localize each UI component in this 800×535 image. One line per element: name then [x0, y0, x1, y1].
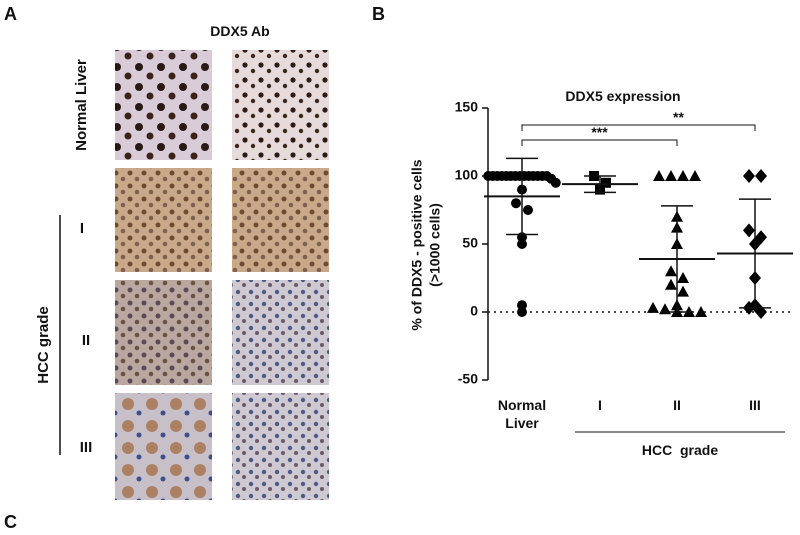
x-tick-label: III — [749, 397, 761, 413]
data-point — [689, 170, 701, 181]
panel-label: C — [4, 512, 17, 530]
y-tick-label: -50 — [458, 371, 478, 387]
significance-label: *** — [591, 124, 608, 140]
data-point — [677, 170, 689, 181]
y-tick-label: 100 — [455, 167, 479, 183]
series — [562, 171, 638, 195]
significance-bracket — [521, 139, 678, 146]
data-point — [517, 300, 527, 311]
data-point — [695, 306, 707, 317]
y-tick-label: 50 — [462, 235, 478, 251]
data-point — [743, 169, 755, 183]
y-tick-label: 0 — [470, 303, 478, 319]
y-tick-label: 150 — [455, 99, 479, 115]
group-label: HCC grade — [35, 306, 52, 384]
data-point — [653, 170, 665, 181]
panel-label: B — [372, 4, 385, 24]
panel-label: A — [4, 4, 17, 24]
row-label: III — [80, 439, 93, 456]
data-point — [665, 278, 677, 290]
data-point — [511, 198, 521, 209]
series — [717, 169, 793, 319]
x-tick-label: II — [673, 397, 681, 413]
series — [639, 170, 715, 317]
y-axis-label: (>1000 cells) — [427, 203, 443, 287]
data-point — [677, 285, 689, 297]
data-point — [755, 169, 767, 183]
data-point — [755, 230, 767, 245]
group-label: HCC grade — [642, 442, 718, 458]
data-point — [665, 265, 677, 277]
histology-images — [115, 50, 329, 500]
data-point — [743, 223, 755, 238]
chart-title: DDX5 expression — [565, 88, 680, 104]
panel-title: DDX5 Ab — [210, 23, 269, 39]
x-tick-label-line: Liver — [505, 415, 539, 431]
data-point — [550, 177, 561, 188]
data-point — [665, 170, 677, 181]
data-point — [523, 205, 533, 215]
significance-label: ** — [673, 109, 684, 125]
row-label: Normal Liver — [73, 59, 90, 151]
x-tick-label: I — [598, 397, 602, 413]
series — [483, 157, 561, 317]
x-tick-label-line: Normal — [498, 397, 546, 413]
data-point — [647, 301, 659, 313]
y-axis-label: % of DDX5 - positive cells — [409, 159, 425, 330]
row-label: I — [80, 220, 84, 237]
row-label: II — [82, 332, 90, 349]
data-point — [601, 177, 611, 188]
data-point — [677, 272, 689, 283]
x-tick-label: Normal Liver — [498, 397, 546, 431]
significance-bracket — [521, 124, 756, 131]
